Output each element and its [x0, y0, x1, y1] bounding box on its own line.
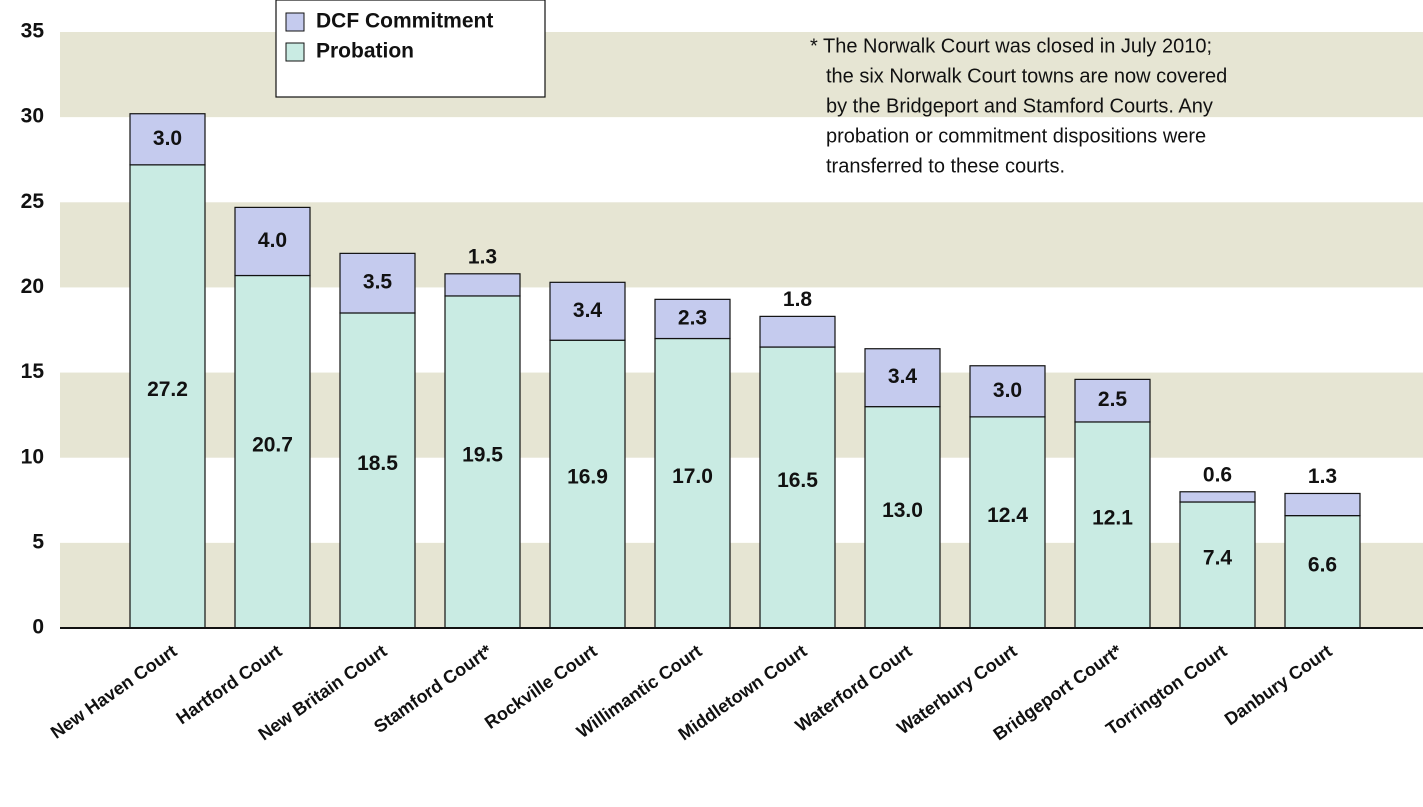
- data-label: 1.3: [468, 245, 497, 268]
- data-label: 2.5: [1098, 388, 1128, 411]
- y-tick-label: 30: [21, 105, 44, 128]
- x-tick-label: Danbury Court: [1221, 641, 1336, 730]
- data-label: 3.0: [993, 379, 1022, 402]
- legend-box: [275, 0, 546, 98]
- data-label: 12.4: [987, 504, 1028, 527]
- bar-segment: [969, 365, 1046, 418]
- x-tick-label: New Haven Court: [47, 641, 181, 743]
- data-label: 4.0: [258, 229, 287, 252]
- bar-segment: [549, 339, 626, 629]
- data-label: 6.6: [1308, 553, 1337, 576]
- bar-segment: [759, 346, 836, 629]
- bar-segment: [129, 113, 206, 166]
- bar-segment: [1074, 378, 1151, 423]
- data-label: 1.8: [783, 288, 813, 311]
- bar-segment: [549, 281, 626, 341]
- data-label: 18.5: [357, 452, 398, 475]
- data-label: 16.9: [567, 466, 608, 489]
- data-label: 27.2: [147, 378, 188, 401]
- bar-segment: [1284, 492, 1361, 517]
- y-tick-label: 10: [21, 445, 44, 468]
- y-tick-label: 20: [21, 275, 44, 298]
- y-tick-label: 0: [32, 616, 44, 639]
- bar-segment: [1179, 501, 1256, 629]
- bar-segment: [654, 298, 731, 340]
- y-tick-label: 25: [21, 190, 45, 213]
- data-label: 3.0: [153, 127, 182, 150]
- bar-segment: [234, 206, 311, 277]
- bar-segment: [234, 274, 311, 629]
- bar-segment: [444, 295, 521, 629]
- annotation: the six Norwalk Court towns are now cove…: [826, 65, 1227, 87]
- y-tick-label: 5: [32, 530, 44, 553]
- data-label: 2.3: [678, 306, 707, 329]
- data-label: 3.4: [573, 299, 603, 322]
- data-label: 17.0: [672, 465, 713, 488]
- legend-label: DCF Commitment: [316, 10, 493, 33]
- data-label: 3.4: [888, 365, 918, 388]
- bar-segment: [339, 252, 416, 314]
- data-label: 0.6: [1203, 463, 1232, 486]
- bar-segment: [1284, 515, 1361, 629]
- bar-segment: [444, 273, 521, 297]
- bar-segment: [969, 416, 1046, 629]
- bar-segment: [339, 312, 416, 629]
- data-label: 13.0: [882, 499, 923, 522]
- annotation: transferred to these courts.: [826, 155, 1065, 177]
- y-tick-label: 35: [21, 20, 45, 43]
- data-label: 3.5: [363, 271, 393, 294]
- data-label: 16.5: [777, 469, 818, 492]
- legend-label: Probation: [316, 40, 414, 63]
- annotation: * The Norwalk Court was closed in July 2…: [810, 35, 1212, 57]
- data-label: 12.1: [1092, 507, 1133, 530]
- annotation: probation or commitment dispositions wer…: [826, 125, 1206, 147]
- annotation: by the Bridgeport and Stamford Courts. A…: [826, 95, 1213, 117]
- bar-segment: [654, 337, 731, 629]
- data-label: 19.5: [462, 444, 503, 467]
- legend-swatch: [285, 12, 305, 32]
- bar-segment: [864, 348, 941, 408]
- x-tick-label: Hartford Court: [172, 641, 285, 729]
- data-label: 7.4: [1203, 547, 1233, 570]
- y-tick-label: 15: [21, 360, 45, 383]
- legend-swatch: [285, 42, 305, 62]
- bar-segment: [759, 315, 836, 348]
- bar-segment: [129, 164, 206, 629]
- bar-segment: [1179, 491, 1256, 503]
- data-label: 20.7: [252, 433, 293, 456]
- data-label: 1.3: [1308, 465, 1337, 488]
